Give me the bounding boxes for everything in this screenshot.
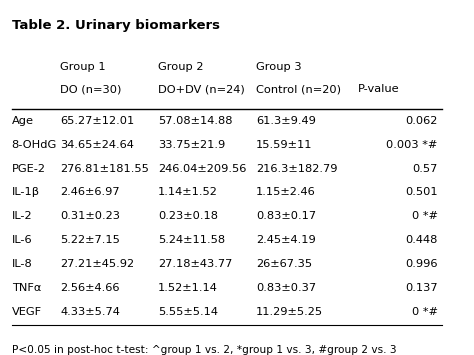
Text: 27.18±43.77: 27.18±43.77 bbox=[158, 259, 232, 269]
Text: TNFα: TNFα bbox=[12, 283, 41, 293]
Text: 0.003 *#: 0.003 *# bbox=[386, 140, 438, 150]
Text: 0.062: 0.062 bbox=[405, 116, 438, 126]
Text: VEGF: VEGF bbox=[12, 307, 42, 317]
Text: 8-OHdG: 8-OHdG bbox=[12, 140, 57, 150]
Text: IL-6: IL-6 bbox=[12, 235, 32, 245]
Text: Group 2: Group 2 bbox=[158, 61, 204, 72]
Text: 0.83±0.17: 0.83±0.17 bbox=[256, 211, 316, 221]
Text: DO+DV (n=24): DO+DV (n=24) bbox=[158, 84, 245, 94]
Text: 34.65±24.64: 34.65±24.64 bbox=[61, 140, 134, 150]
Text: 2.46±6.97: 2.46±6.97 bbox=[61, 187, 120, 197]
Text: 0.448: 0.448 bbox=[405, 235, 438, 245]
Text: 0.57: 0.57 bbox=[412, 164, 438, 174]
Text: 5.24±11.58: 5.24±11.58 bbox=[158, 235, 225, 245]
Text: 26±67.35: 26±67.35 bbox=[256, 259, 312, 269]
Text: Group 3: Group 3 bbox=[256, 61, 301, 72]
Text: IL-1β: IL-1β bbox=[12, 187, 40, 197]
Text: Age: Age bbox=[12, 116, 34, 126]
Text: 5.55±5.14: 5.55±5.14 bbox=[158, 307, 218, 317]
Text: 11.29±5.25: 11.29±5.25 bbox=[256, 307, 323, 317]
Text: P<0.05 in post-hoc t-test: ^group 1 vs. 2, *group 1 vs. 3, #group 2 vs. 3: P<0.05 in post-hoc t-test: ^group 1 vs. … bbox=[12, 345, 396, 355]
Text: 0 *#: 0 *# bbox=[412, 211, 438, 221]
Text: Group 1: Group 1 bbox=[61, 61, 106, 72]
Text: 1.15±2.46: 1.15±2.46 bbox=[256, 187, 316, 197]
Text: IL-8: IL-8 bbox=[12, 259, 32, 269]
Text: 0.83±0.37: 0.83±0.37 bbox=[256, 283, 316, 293]
Text: IL-2: IL-2 bbox=[12, 211, 32, 221]
Text: 2.56±4.66: 2.56±4.66 bbox=[61, 283, 120, 293]
Text: 4.33±5.74: 4.33±5.74 bbox=[61, 307, 120, 317]
Text: 27.21±45.92: 27.21±45.92 bbox=[61, 259, 135, 269]
Text: 33.75±21.9: 33.75±21.9 bbox=[158, 140, 225, 150]
Text: 65.27±12.01: 65.27±12.01 bbox=[61, 116, 135, 126]
Text: Control (n=20): Control (n=20) bbox=[256, 84, 341, 94]
Text: 0.23±0.18: 0.23±0.18 bbox=[158, 211, 218, 221]
Text: 57.08±14.88: 57.08±14.88 bbox=[158, 116, 233, 126]
Text: PGE-2: PGE-2 bbox=[12, 164, 46, 174]
Text: 61.3±9.49: 61.3±9.49 bbox=[256, 116, 316, 126]
Text: DO (n=30): DO (n=30) bbox=[61, 84, 122, 94]
Text: 0.137: 0.137 bbox=[405, 283, 438, 293]
Text: P-value: P-value bbox=[358, 84, 400, 94]
Text: Table 2. Urinary biomarkers: Table 2. Urinary biomarkers bbox=[12, 19, 219, 32]
Text: 0.996: 0.996 bbox=[405, 259, 438, 269]
Text: 1.52±1.14: 1.52±1.14 bbox=[158, 283, 218, 293]
Text: 1.14±1.52: 1.14±1.52 bbox=[158, 187, 218, 197]
Text: 216.3±182.79: 216.3±182.79 bbox=[256, 164, 337, 174]
Text: 0 *#: 0 *# bbox=[412, 307, 438, 317]
Text: 5.22±7.15: 5.22±7.15 bbox=[61, 235, 120, 245]
Text: 276.81±181.55: 276.81±181.55 bbox=[61, 164, 149, 174]
Text: 0.31±0.23: 0.31±0.23 bbox=[61, 211, 120, 221]
Text: 246.04±209.56: 246.04±209.56 bbox=[158, 164, 246, 174]
Text: 2.45±4.19: 2.45±4.19 bbox=[256, 235, 316, 245]
Text: 15.59±11: 15.59±11 bbox=[256, 140, 312, 150]
Text: 0.501: 0.501 bbox=[405, 187, 438, 197]
